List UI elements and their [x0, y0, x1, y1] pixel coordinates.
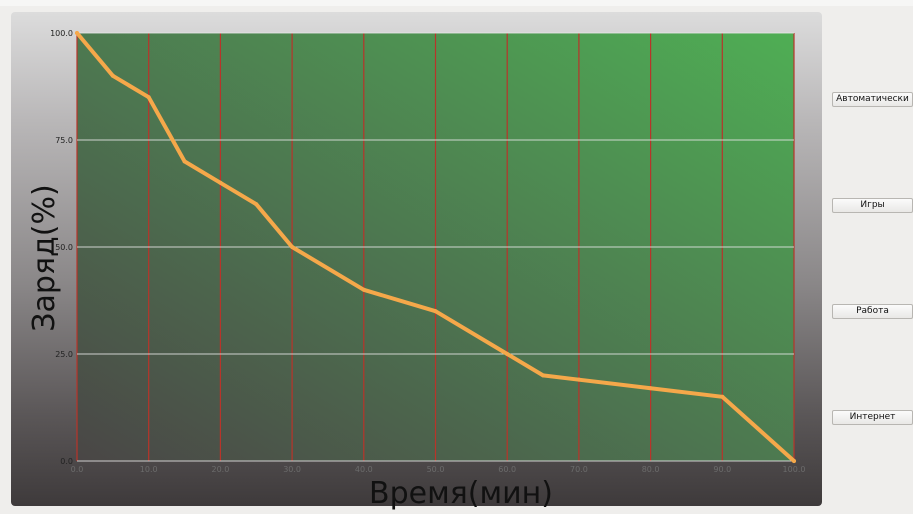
internet-mode-button[interactable]: Интернет — [832, 410, 913, 425]
data-point — [433, 309, 438, 314]
tick-layer: 0.0 10.0 20.0 30.0 40.0 50.0 60.0 70.0 80.0 90.0 1… — [50, 29, 805, 474]
auto-mode-button[interactable]: Автоматически — [832, 92, 913, 107]
data-point — [75, 31, 79, 35]
x-tick-label: 30.0 — [283, 465, 301, 474]
x-tick-label: 100.0 — [783, 465, 806, 474]
data-point — [541, 373, 546, 378]
chart-frame: 0.0 10.0 20.0 30.0 40.0 50.0 60.0 70.0 80.0 90.0 1… — [11, 12, 822, 511]
x-tick-label: 50.0 — [427, 465, 445, 474]
data-point — [218, 180, 223, 185]
y-tick-label: 75.0 — [55, 136, 73, 145]
y-tick-label: 50.0 — [55, 243, 73, 252]
window-top-strip — [0, 0, 913, 6]
y-axis-label: Заряд(%) — [27, 184, 62, 332]
grid-layer — [76, 32, 795, 462]
x-tick-label: 10.0 — [140, 465, 158, 474]
x-tick-label: 90.0 — [713, 465, 731, 474]
battery-chart: 0.0 10.0 20.0 30.0 40.0 50.0 60.0 70.0 80.0 90.0 1… — [50, 29, 805, 474]
x-tick-label: 0.0 — [71, 465, 84, 474]
games-mode-button[interactable]: Игры — [832, 198, 913, 213]
x-tick-label: 60.0 — [498, 465, 516, 474]
data-point — [146, 95, 151, 100]
x-tick-label: 20.0 — [211, 465, 229, 474]
data-point — [505, 352, 510, 356]
data-point — [361, 287, 366, 292]
y-tick-label: 100.0 — [50, 29, 73, 38]
x-tick-label: 80.0 — [642, 465, 660, 474]
data-point — [182, 159, 187, 164]
x-tick-label: 40.0 — [355, 465, 373, 474]
data-point — [720, 394, 725, 399]
work-mode-button[interactable]: Работа — [832, 304, 913, 319]
data-point — [254, 202, 259, 207]
data-point — [792, 459, 796, 463]
y-tick-label: 0.0 — [60, 457, 73, 466]
y-tick-label: 25.0 — [55, 350, 73, 359]
data-point — [576, 377, 581, 382]
x-axis-label: Время(мин) — [369, 476, 553, 511]
x-tick-label: 70.0 — [570, 465, 588, 474]
data-point — [110, 73, 115, 78]
data-point — [290, 245, 295, 249]
data-point — [648, 386, 653, 391]
series-layer — [75, 31, 796, 463]
